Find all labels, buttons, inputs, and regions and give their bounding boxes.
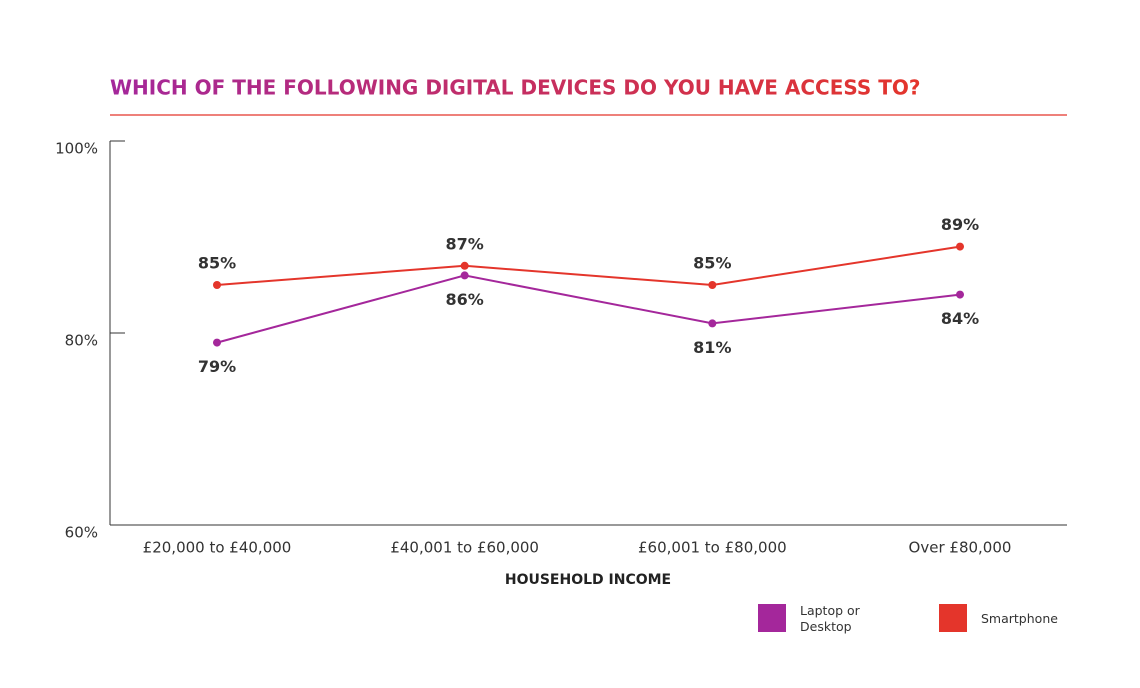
data-label: 86% [446, 290, 484, 309]
data-label: 87% [446, 234, 484, 253]
series-line [216, 274, 961, 344]
legend-label: Laptop or Desktop [800, 603, 860, 634]
x-axis-title: HOUSEHOLD INCOME [505, 572, 671, 588]
y-tick-label: 60% [65, 524, 98, 542]
x-tick-label: £40,001 to £60,000 [390, 539, 539, 557]
point [460, 271, 469, 280]
legend-swatch [758, 604, 786, 632]
x-tick-label: £20,000 to £40,000 [143, 539, 292, 557]
data-label: 84% [941, 309, 979, 328]
legend-swatch [939, 604, 967, 632]
point [956, 242, 964, 251]
data-label: 81% [693, 338, 731, 357]
x-tick-label: £60,001 to £80,000 [638, 539, 787, 557]
data-label: 79% [198, 357, 236, 376]
data-label: 89% [941, 215, 979, 234]
point [213, 338, 221, 347]
point [708, 319, 717, 328]
series-line [216, 245, 961, 287]
point [956, 290, 964, 299]
y-tick-label: 100% [55, 140, 98, 158]
data-label: 85% [198, 254, 236, 273]
point [460, 261, 469, 270]
y-tick-label: 80% [65, 332, 98, 350]
legend-label: Smartphone [981, 611, 1058, 626]
point [213, 281, 221, 289]
x-tick-label: Over £80,000 [909, 539, 1012, 557]
point [708, 281, 717, 289]
chart-title: WHICH OF THE FOLLOWING DIGITAL DEVICES D… [110, 76, 921, 100]
data-label: 85% [693, 254, 731, 273]
